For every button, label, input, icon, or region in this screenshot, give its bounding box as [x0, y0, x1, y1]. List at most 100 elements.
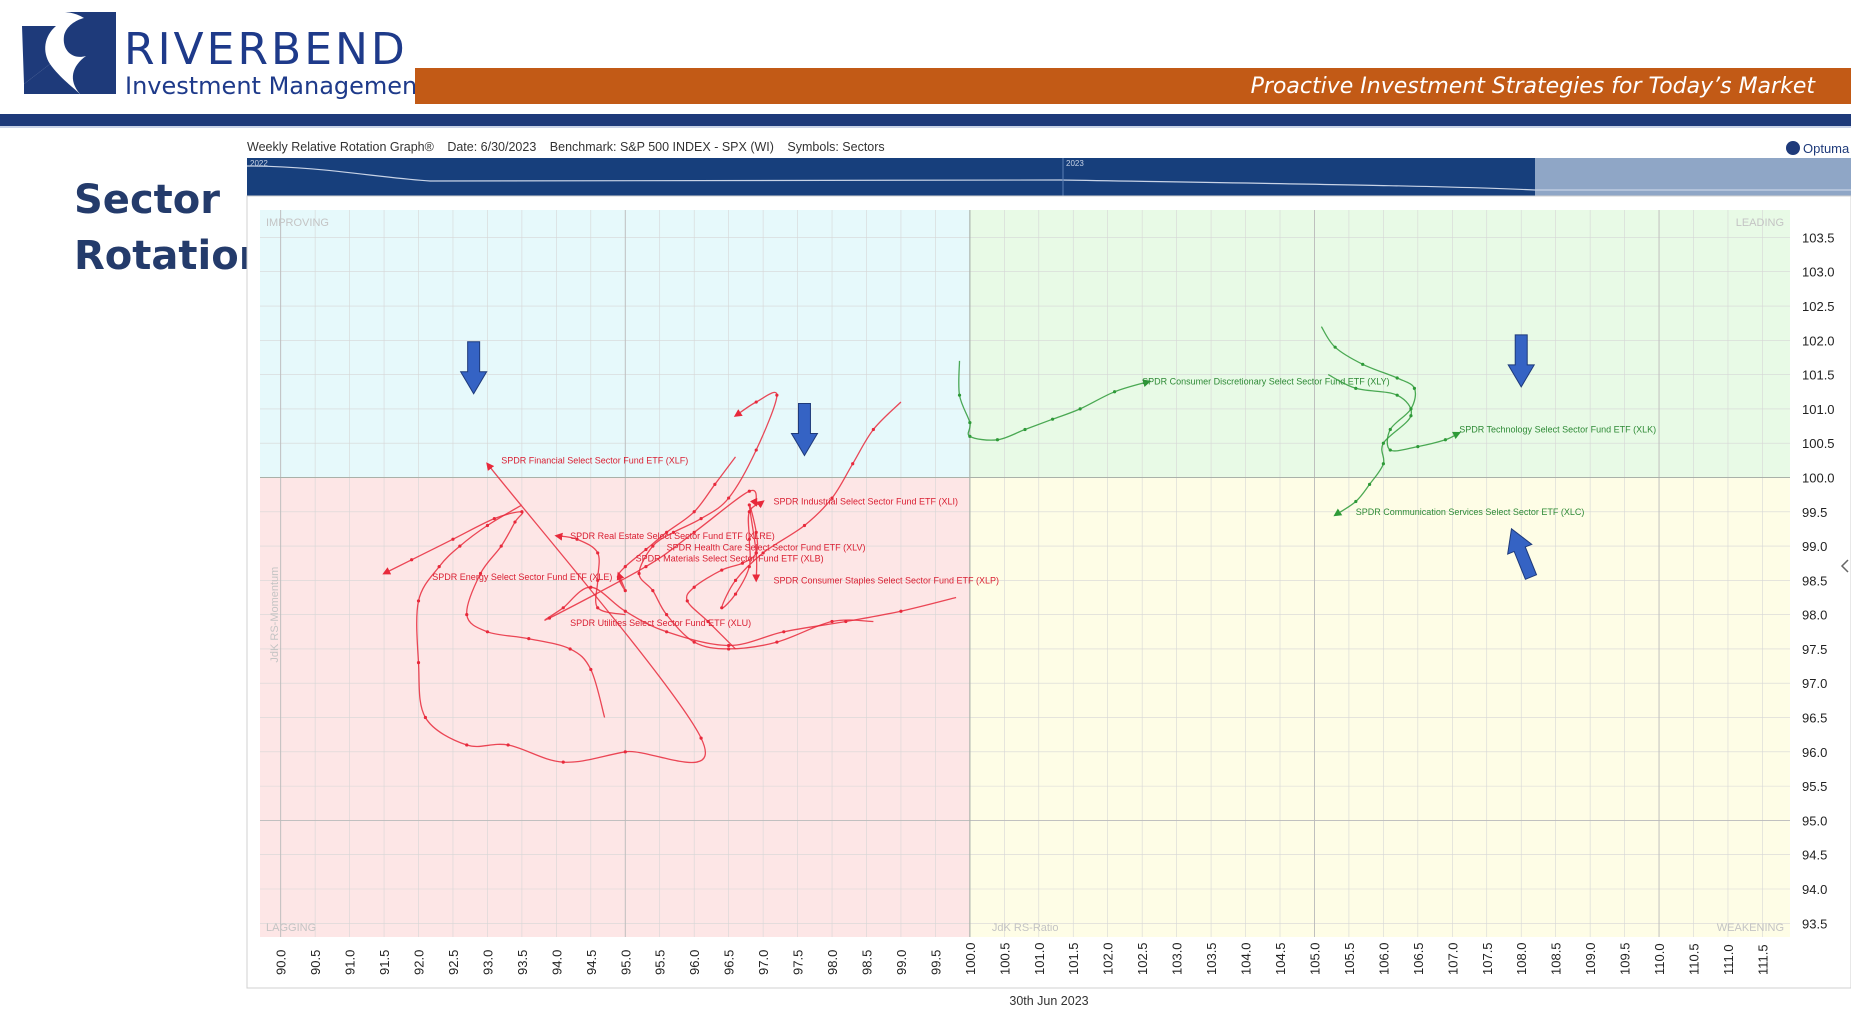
x-tick-label: 104.0	[1239, 942, 1254, 975]
x-tick-label: 90.5	[308, 950, 323, 975]
y-tick-label: 96.5	[1802, 711, 1827, 726]
timeline-scrubber[interactable]: 2022 2023	[246, 158, 1851, 196]
quadrant-label-leading: LEADING	[1736, 217, 1784, 229]
series-point	[733, 578, 738, 582]
series-point	[458, 544, 462, 548]
series-label: SPDR Real Estate Select Sector Fund ETF …	[570, 531, 775, 541]
x-tick-label: 107.5	[1480, 942, 1495, 975]
y-tick-label: 102.5	[1802, 299, 1835, 314]
y-tick-label: 101.5	[1802, 368, 1835, 383]
series-point	[1388, 427, 1392, 432]
series-point	[1381, 441, 1385, 445]
chart-name: Weekly Relative Rotation Graph®	[247, 140, 434, 154]
y-tick-label: 100.0	[1802, 470, 1835, 485]
chart-date: Date: 6/30/2023	[447, 140, 537, 154]
x-tick-label: 97.5	[791, 950, 806, 975]
series-point	[665, 630, 669, 634]
series-tail-8	[958, 360, 1152, 441]
series-point	[644, 565, 648, 569]
series-point	[1112, 390, 1117, 394]
series-point	[451, 537, 455, 541]
series-point	[692, 530, 696, 534]
x-tick-label: 95.5	[653, 950, 668, 975]
x-tick-label: 93.5	[515, 950, 530, 975]
series-point	[485, 630, 490, 634]
series-point	[754, 448, 758, 452]
series-point	[727, 496, 731, 500]
series-tail-0	[416, 462, 706, 764]
series-point	[423, 715, 428, 720]
x-tick-label: 106.0	[1376, 942, 1391, 975]
series-point	[692, 640, 696, 644]
series-point	[1367, 482, 1372, 486]
series-point	[968, 434, 972, 438]
series-point	[706, 619, 710, 624]
series-point	[596, 551, 600, 555]
series-label: SPDR Consumer Discretionary Select Secto…	[1142, 376, 1389, 386]
slide-title-line-1: Sector	[74, 177, 220, 223]
quadrant-improving	[260, 210, 970, 478]
series-point	[754, 551, 758, 555]
series-label: SPDR Energy Select Sector Fund ETF (XLE)	[432, 572, 612, 582]
series-point	[671, 530, 676, 534]
series-point	[995, 438, 1000, 442]
x-tick-label: 101.5	[1066, 942, 1081, 975]
series-point	[575, 537, 579, 541]
series-point	[747, 565, 751, 569]
callout-arrow-icon	[1507, 527, 1538, 580]
series-point	[720, 606, 724, 610]
series-point	[754, 530, 758, 534]
series-tail-3	[638, 391, 874, 650]
series-tail-7	[544, 489, 957, 647]
series-point	[651, 589, 655, 593]
x-tick-label: 91.0	[343, 950, 358, 975]
series-point	[416, 661, 421, 665]
x-tick-label: 105.5	[1342, 942, 1357, 975]
y-tick-label: 103.0	[1802, 265, 1835, 280]
series-point	[1354, 499, 1358, 504]
y-tick-label: 101.0	[1802, 402, 1835, 417]
x-tick-label: 110.5	[1687, 943, 1702, 975]
series-point	[527, 637, 531, 641]
x-tick-label: 102.0	[1101, 942, 1116, 975]
riverbend-logo	[22, 12, 116, 94]
x-tick-label: 109.0	[1583, 942, 1598, 975]
tagline-bar	[415, 68, 1851, 104]
callout-arrow-icon	[790, 402, 819, 457]
grid	[260, 210, 1790, 937]
y-tick-label: 99.5	[1802, 505, 1827, 520]
quadrant-labels: IMPROVING LEADING LAGGING WEAKENING JdK RS-R…	[266, 217, 1784, 934]
series-point	[513, 520, 517, 524]
callout-arrows	[459, 334, 1538, 580]
series-tail-2	[554, 532, 626, 616]
series-point	[851, 462, 855, 466]
x-tick-label: 94.0	[549, 950, 564, 975]
series-label: SPDR Utilities Select Sector Fund ETF (X…	[570, 618, 751, 628]
y-tick-label: 98.0	[1802, 608, 1827, 623]
x-tick-label: 109.5	[1618, 942, 1633, 975]
series-point	[589, 667, 593, 672]
y-tick-label: 97.5	[1802, 642, 1827, 657]
x-axis-title: JdK RS-Ratio	[992, 922, 1059, 934]
series-point	[747, 489, 751, 493]
series-point	[775, 393, 779, 397]
series-point	[899, 609, 903, 613]
series-point	[465, 743, 469, 747]
series-point	[520, 510, 524, 514]
chart-benchmark: Benchmark: S&P 500 INDEX - SPX (WI)	[549, 140, 774, 154]
quadrant-label-lagging: LAGGING	[266, 922, 316, 934]
series-point	[727, 647, 731, 651]
collapse-chevron-icon[interactable]	[1840, 559, 1849, 573]
x-tick-label: 92.5	[446, 950, 461, 975]
y-tick-label: 95.5	[1802, 779, 1827, 794]
slide-title-line-2: Rotation	[74, 233, 268, 279]
x-tick-label: 108.5	[1549, 942, 1564, 975]
series-point	[733, 592, 738, 596]
x-tick-label: 108.0	[1514, 942, 1529, 975]
series-point	[589, 585, 593, 589]
series-point	[782, 630, 786, 634]
series-label: SPDR Industrial Select Sector Fund ETF (…	[773, 496, 958, 506]
timeline-year-2023: 2023	[1066, 159, 1084, 168]
series-point	[1388, 448, 1392, 452]
